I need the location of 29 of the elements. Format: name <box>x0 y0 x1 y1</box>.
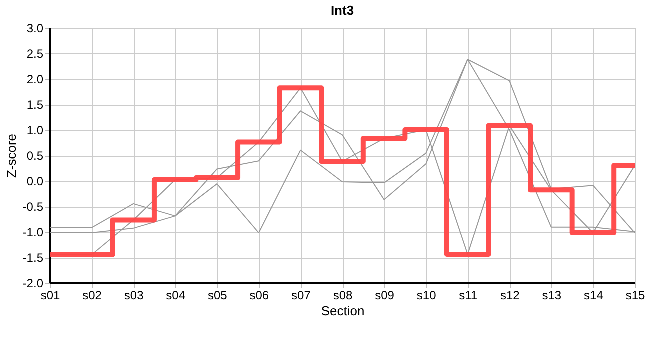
x-tick-label: s14 <box>584 288 604 302</box>
x-tick-label: s11 <box>459 288 478 302</box>
x-tick-label: s05 <box>208 288 228 302</box>
y-axis-title: Z-score <box>4 134 19 178</box>
y-tick-label: 0.0 <box>26 174 44 188</box>
x-tick-label: s09 <box>375 288 395 302</box>
y-tick-label: -0.5 <box>22 200 44 214</box>
x-tick-label: s15 <box>626 288 646 302</box>
y-tick-label: 2.5 <box>26 47 44 61</box>
y-tick-label: -1.5 <box>22 251 44 265</box>
x-tick-label: s10 <box>416 288 437 302</box>
x-axis-title: Section <box>321 304 365 318</box>
x-tick-label: s08 <box>333 288 353 302</box>
x-tick-label: s02 <box>82 288 102 302</box>
x-tick-label: s06 <box>250 288 270 302</box>
x-tick-label: s04 <box>166 288 186 302</box>
y-tick-label: 2.0 <box>26 72 44 86</box>
x-tick-label: s03 <box>124 288 144 302</box>
x-tick-label: s01 <box>40 288 60 302</box>
y-tick-label: 1.5 <box>26 98 44 112</box>
chart-title: Int3 <box>330 3 354 18</box>
y-tick-label: -1.0 <box>22 226 44 240</box>
y-tick-label: -2.0 <box>22 276 44 290</box>
y-tick-label: 0.5 <box>26 149 44 163</box>
x-tick-label: s07 <box>292 288 312 302</box>
y-tick-label: 1.0 <box>26 124 44 138</box>
y-tick-label: 3.0 <box>26 22 44 36</box>
x-tick-label: s12 <box>500 288 520 302</box>
x-tick-label: s13 <box>542 288 562 302</box>
